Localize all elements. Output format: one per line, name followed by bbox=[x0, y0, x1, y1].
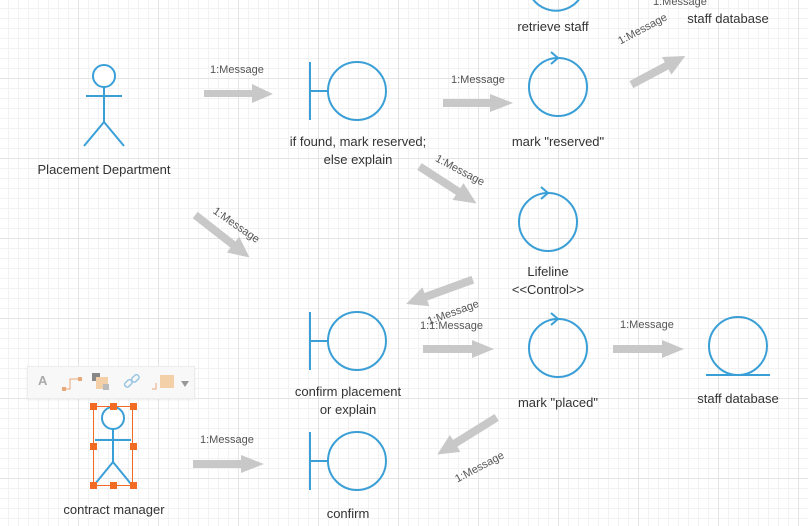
resize-handle-sw[interactable] bbox=[90, 482, 97, 489]
arrow-m3[interactable] bbox=[627, 47, 690, 93]
message-label: 1:Message bbox=[200, 434, 254, 446]
boundary-mark-reserved[interactable] bbox=[309, 61, 387, 121]
boundary-confirm-placement[interactable] bbox=[309, 311, 387, 371]
arrow-m6[interactable] bbox=[403, 270, 477, 313]
boundary-label-1: if found, mark reserved; else explain bbox=[289, 134, 427, 167]
resize-handle-n[interactable] bbox=[110, 403, 117, 410]
message-label: 1:Message bbox=[653, 0, 707, 8]
message-label: 1:Message bbox=[620, 319, 674, 331]
arrow-m8[interactable] bbox=[613, 340, 684, 358]
control-mark-placed[interactable] bbox=[528, 312, 588, 378]
link-icon[interactable] bbox=[122, 372, 142, 392]
arrow-m9[interactable] bbox=[432, 409, 502, 463]
resize-handle-nw[interactable] bbox=[90, 403, 97, 410]
control-label-1: mark "reserved" bbox=[511, 134, 605, 149]
resize-handle-s[interactable] bbox=[110, 482, 117, 489]
control-label-3: mark "placed" bbox=[517, 395, 599, 410]
resize-handle-e[interactable] bbox=[130, 443, 137, 450]
dropdown-icon[interactable] bbox=[180, 376, 190, 387]
actor-label-placement: Placement Department bbox=[37, 162, 171, 177]
arrow-m1[interactable] bbox=[204, 84, 273, 103]
fill-icon[interactable] bbox=[90, 371, 112, 393]
boundary-confirm[interactable] bbox=[309, 431, 387, 491]
control-lifeline[interactable] bbox=[518, 186, 578, 252]
arrow-m7[interactable] bbox=[423, 340, 494, 358]
entity-label-0: staff database bbox=[687, 11, 769, 26]
resize-handle-ne[interactable] bbox=[130, 403, 137, 410]
actor-label-contract: contract manager bbox=[63, 502, 165, 517]
control-retrieve-staff[interactable] bbox=[532, 0, 580, 12]
actor-contract-manager[interactable] bbox=[94, 406, 132, 485]
resize-handle-w[interactable] bbox=[90, 443, 97, 450]
message-label: 1:Message bbox=[451, 74, 505, 86]
style-icon[interactable] bbox=[150, 373, 178, 391]
selection-box bbox=[93, 406, 133, 486]
arrow-m4[interactable] bbox=[414, 158, 482, 212]
boundary-label-3: confirm bbox=[326, 506, 370, 521]
arrow-m2[interactable] bbox=[443, 94, 513, 112]
message-label: 1:Message bbox=[210, 64, 264, 76]
control-label-0: retrieve staff bbox=[517, 19, 589, 34]
connector-icon[interactable] bbox=[62, 373, 84, 391]
text-icon[interactable]: A bbox=[38, 373, 48, 388]
control-mark-reserved[interactable] bbox=[528, 51, 588, 117]
actor-placement-department[interactable] bbox=[83, 64, 125, 147]
arrow-m5[interactable] bbox=[189, 207, 256, 265]
resize-handle-se[interactable] bbox=[130, 482, 137, 489]
arrow-m10[interactable] bbox=[193, 455, 264, 473]
shape-toolbar: A bbox=[27, 366, 195, 399]
control-label-2: Lifeline <<Control>> bbox=[511, 264, 585, 297]
entity-label-1: staff database bbox=[697, 391, 779, 406]
boundary-label-2: confirm placement or explain bbox=[294, 384, 402, 417]
entity-staff-database[interactable] bbox=[706, 316, 770, 376]
message-label: 1:1:Message bbox=[420, 320, 483, 332]
